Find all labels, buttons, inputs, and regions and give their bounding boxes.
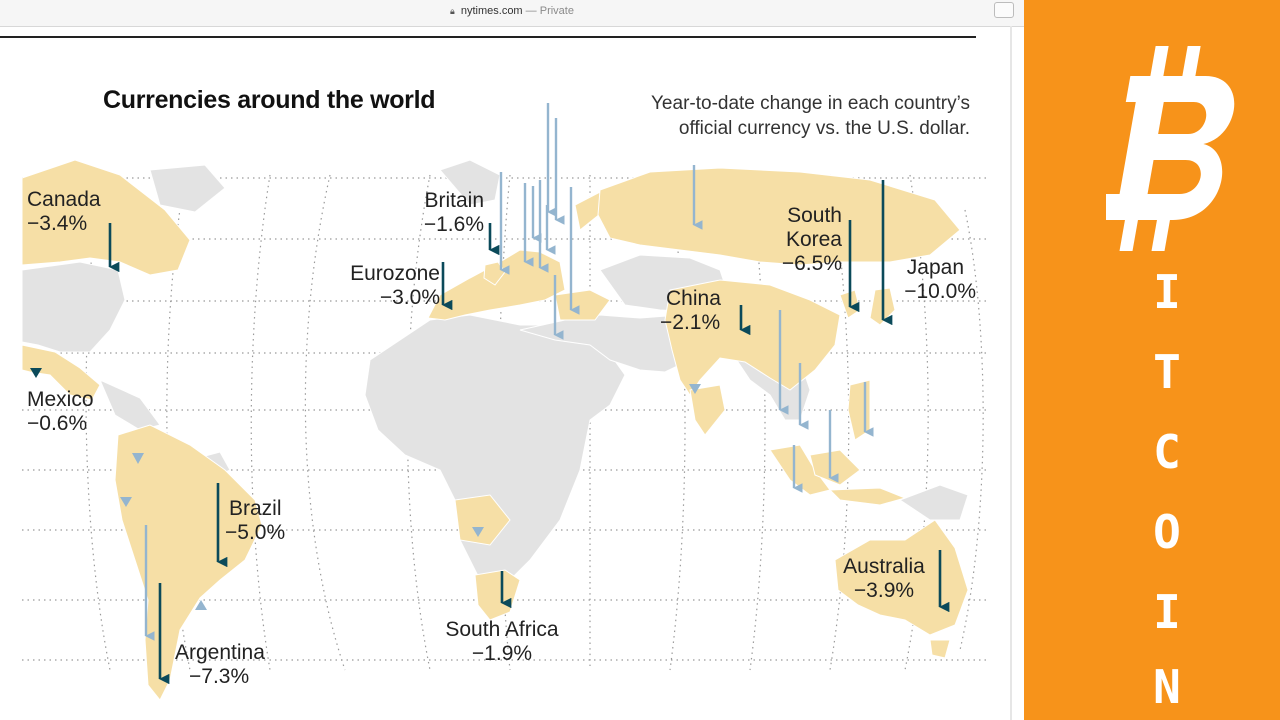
china-change: −2.1% [660,311,721,334]
label-brazil: Brazil −5.0% [225,497,285,545]
article-rule [0,36,976,38]
share-button[interactable] [994,2,1014,18]
lock-icon: 🔒︎ [450,6,455,16]
china-name: China [666,287,721,310]
label-japan: Japan −10.0% [886,256,976,304]
bitcoin-letter: C [1153,425,1181,479]
label-china: China −2.1% [660,287,721,335]
mexico-name: Mexico [27,388,94,411]
map-subtitle-line-2: official currency vs. the U.S. dollar. [678,118,970,139]
label-australia: Australia −3.9% [834,555,934,603]
map-subtitle-line-1: Year-to-date change in each country’s [651,93,970,114]
map-title: Currencies around the world [103,86,436,114]
canada-change: −3.4% [27,212,88,235]
argentina-name: Argentina [175,641,265,664]
bitcoin-letter: I [1153,585,1181,639]
south-africa-name: South Africa [445,618,559,641]
map-subtitle: Year-to-date change in each country’s of… [651,91,970,141]
bitcoin-panel [1024,0,1280,720]
south-korea-name-1: South [787,204,842,227]
bitcoin-letter: T [1153,345,1181,399]
eurozone-change: −3.0% [379,286,440,309]
label-mexico: Mexico −0.6% [27,388,94,436]
url-separator: — [525,5,537,17]
minor-currency-arrows [144,103,874,641]
eurozone-name: Eurozone [350,262,440,285]
label-south-korea: South Korea −6.5% [760,204,842,276]
canada-name: Canada [27,188,101,211]
scrollbar-track[interactable] [1010,26,1012,720]
australia-name: Australia [843,555,925,578]
britain-name: Britain [424,189,484,212]
argentina-change: −7.3% [189,665,250,688]
south-korea-name-2: Korea [785,228,842,251]
japan-name: Japan [906,256,964,279]
major-currency-arrows [108,180,950,685]
bitcoin-letter: O [1153,505,1181,559]
browser-address-bar: 🔒︎ nytimes.com — Private [0,0,1024,27]
private-mode-label: Private [539,5,574,17]
australia-change: −3.9% [853,579,915,602]
label-eurozone: Eurozone −3.0% [330,262,440,310]
label-argentina: Argentina −7.3% [175,641,265,689]
url-domain: nytimes.com [460,5,523,17]
japan-change: −10.0% [904,280,976,303]
mexico-arrow [30,368,42,378]
land-other [21,159,969,642]
brazil-change: −5.0% [225,521,286,544]
label-britain: Britain −1.6% [400,189,484,237]
south-korea-change: −6.5% [781,252,842,275]
britain-change: −1.6% [423,213,484,236]
bitcoin-b-icon [1106,46,1235,251]
label-canada: Canada −3.4% [27,188,101,236]
minor-currency-markers [120,384,701,610]
url-display[interactable]: 🔒︎ nytimes.com — Private [0,5,1024,17]
bitcoin-letter: I [1153,265,1181,319]
south-africa-change: −1.9% [471,642,533,665]
label-south-africa: South Africa −1.9% [430,618,574,666]
world-currency-map [21,103,990,701]
brazil-name: Brazil [229,497,282,520]
mexico-change: −0.6% [27,412,88,435]
bitcoin-letter: N [1153,660,1181,714]
